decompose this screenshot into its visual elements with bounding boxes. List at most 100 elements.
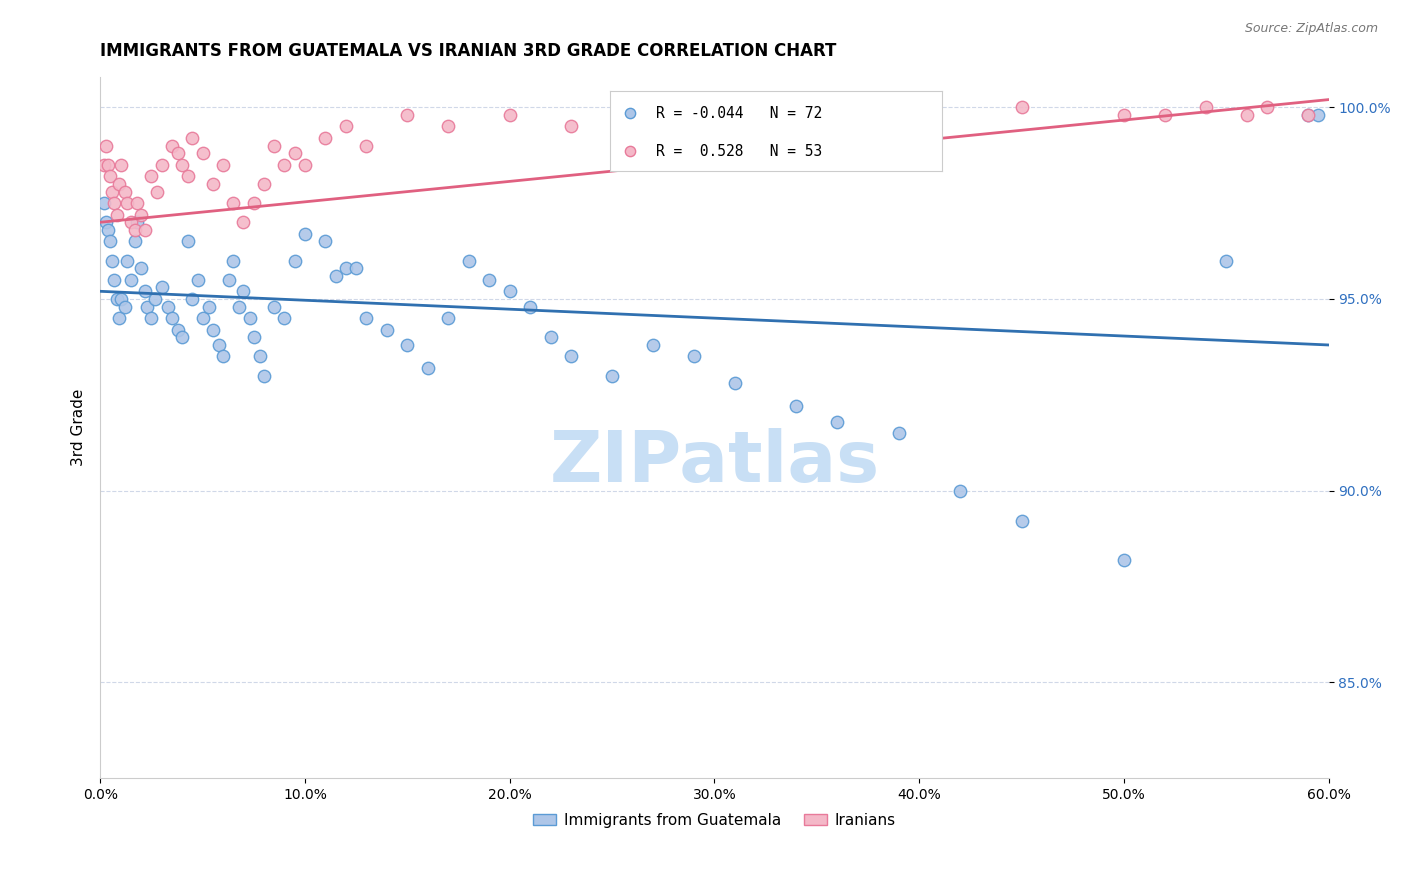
Point [181,292,204,306]
Point [110,292,132,306]
Point [284,146,307,161]
Point [93,196,115,211]
Point [212,350,235,364]
Point [1236,108,1258,122]
Point [103,273,125,287]
Point [356,138,378,153]
Point [1308,108,1330,122]
Point [949,483,972,498]
Point [294,227,316,241]
Point [103,196,125,211]
Point [396,108,419,122]
Point [641,338,664,352]
Point [107,177,129,191]
Point [356,311,378,326]
Point [208,338,231,352]
Point [156,300,179,314]
Point [887,426,910,441]
Point [191,311,214,326]
Point [1011,514,1033,528]
Text: IMMIGRANTS FROM GUATEMALA VS IRANIAN 3RD GRADE CORRELATION CHART: IMMIGRANTS FROM GUATEMALA VS IRANIAN 3RD… [100,42,837,60]
Point [181,131,204,145]
Point [96,215,118,229]
Point [1215,253,1237,268]
Point [1195,100,1218,114]
Point [150,158,173,172]
Point [683,100,706,114]
Point [1011,100,1033,114]
Point [124,223,146,237]
Point [93,158,115,172]
Point [498,108,520,122]
Point [105,208,128,222]
Point [325,268,347,283]
Point [212,158,235,172]
Point [160,138,183,153]
Point [107,311,129,326]
Point [96,138,118,153]
Point [1296,108,1319,122]
Point [540,330,562,344]
Point [335,120,357,134]
Point [136,300,159,314]
Point [908,108,931,122]
Point [253,368,276,383]
Point [273,311,295,326]
Point [335,261,357,276]
Point [683,350,706,364]
Point [437,311,460,326]
Point [242,330,264,344]
Point [273,158,295,172]
Point [110,158,132,172]
Point [222,253,245,268]
Point [120,273,142,287]
Point [294,158,316,172]
Point [1112,552,1135,566]
Point [1153,108,1175,122]
Point [170,330,193,344]
Point [806,108,828,122]
Point [97,158,120,172]
Point [115,196,138,211]
Point [232,215,254,229]
Point [177,169,200,184]
Point [141,311,163,326]
Text: ZIPatlas: ZIPatlas [550,428,880,497]
Point [191,146,214,161]
Point [98,235,121,249]
Point [284,253,307,268]
Point [120,215,142,229]
Point [1112,108,1135,122]
Point [222,196,245,211]
Point [167,146,190,161]
Point [101,185,124,199]
Point [141,169,163,184]
Point [600,368,623,383]
Point [201,177,224,191]
Point [160,311,183,326]
Point [621,108,644,122]
Point [129,208,152,222]
Point [114,300,136,314]
Point [253,177,276,191]
Y-axis label: 3rd Grade: 3rd Grade [72,389,86,467]
Point [263,300,285,314]
Point [105,292,128,306]
Point [145,292,167,306]
Point [125,196,148,211]
Point [724,376,747,391]
Point [1256,100,1278,114]
Point [825,415,848,429]
Point [167,323,190,337]
Point [519,300,541,314]
Point [249,350,271,364]
Point [150,280,173,294]
Point [1296,108,1319,122]
Point [187,273,209,287]
Point [197,300,219,314]
Legend: Immigrants from Guatemala, Iranians: Immigrants from Guatemala, Iranians [527,806,901,834]
Point [263,138,285,153]
Text: Source: ZipAtlas.com: Source: ZipAtlas.com [1244,22,1378,36]
Point [125,215,148,229]
Point [124,235,146,249]
